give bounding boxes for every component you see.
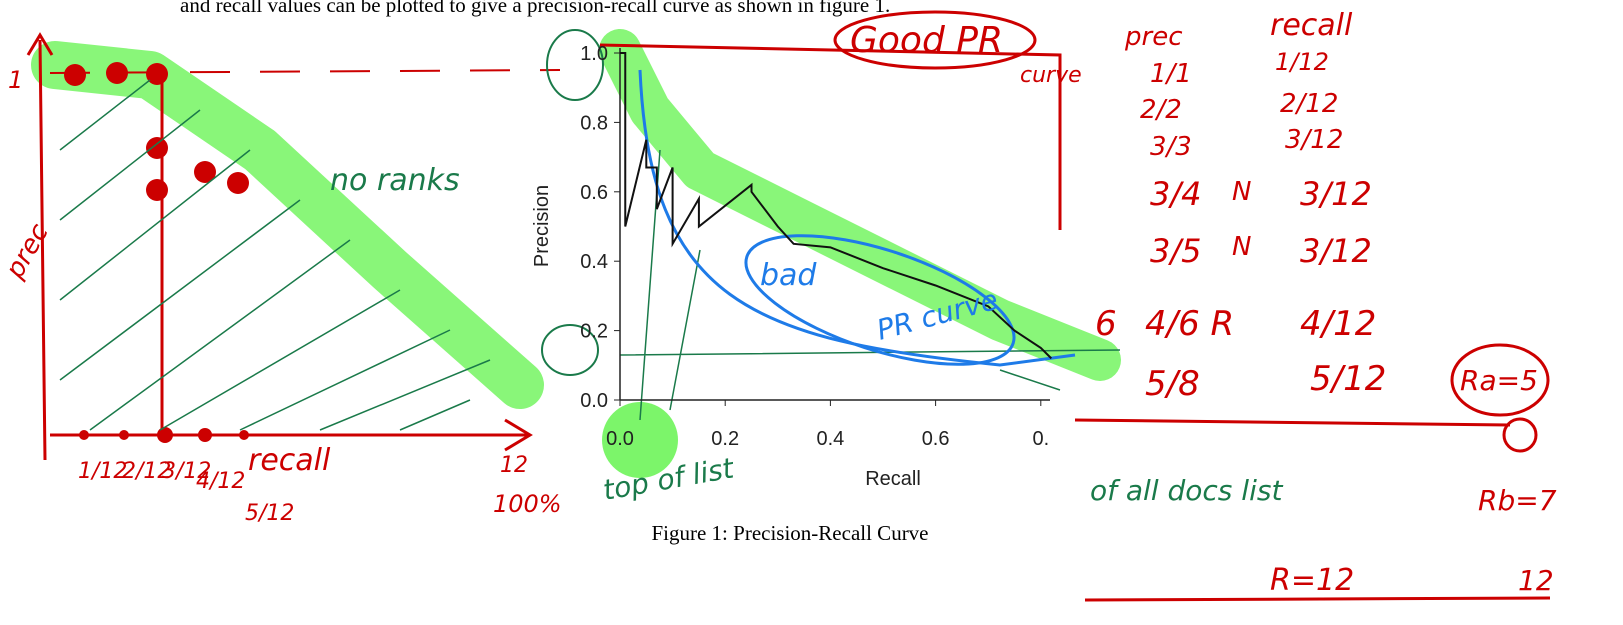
x-tick-label: 0. — [1032, 428, 1049, 450]
handwritten-note: 100% — [493, 490, 562, 518]
handwritten-note: 3/12 — [1300, 175, 1372, 213]
handwritten-note: N — [1232, 232, 1251, 262]
handwritten-note: N — [1232, 177, 1251, 207]
handwritten-note: of all docs list — [1090, 474, 1283, 507]
handwritten-note: 2/2 — [1140, 95, 1182, 125]
handwritten-note: Ra=5 — [1460, 364, 1538, 397]
handwritten-note: 4/6 R — [1145, 304, 1234, 344]
handwritten-note: prec — [0, 219, 55, 285]
handwritten-note: 5/12 — [245, 501, 294, 526]
handwritten-note: 5/8 — [1145, 364, 1200, 404]
y-tick-label: 1.0 — [580, 43, 608, 65]
handwritten-note: 3/12 — [162, 459, 211, 484]
handwritten-note: 4/12 — [1300, 304, 1376, 344]
handwritten-note: 5/12 — [1310, 359, 1386, 399]
handwritten-note: 2/12 — [1280, 89, 1338, 119]
handwritten-note: 2/12 — [122, 459, 171, 484]
x-tick-label: 0.4 — [816, 428, 844, 450]
left-sketch — [26, 32, 561, 461]
blue-curve — [638, 69, 1076, 367]
handwritten-note: 6 — [1095, 304, 1117, 344]
y-tick-label: 0.0 — [580, 390, 608, 412]
x-tick-label: 0.2 — [711, 428, 739, 450]
handwritten-note: 1/1 — [1150, 59, 1192, 89]
handwritten-note: 3/5 — [1150, 232, 1202, 270]
handwritten-note: 1 — [8, 66, 23, 94]
highlights — [31, 29, 1121, 478]
handwritten-note: 3/4 — [1150, 175, 1202, 213]
pr-curve — [620, 52, 1053, 360]
intro-text: and recall values can be plotted to give… — [180, 0, 890, 17]
y-tick-label: 0.4 — [580, 251, 608, 273]
handwritten-note: 3/3 — [1150, 132, 1192, 162]
hatching — [59, 79, 1121, 431]
y-tick-label: 0.2 — [580, 321, 608, 343]
x-axis-label: Recall — [865, 468, 921, 490]
handwritten-note: R=12 — [1270, 563, 1354, 598]
x-tick-label: 0.0 — [606, 428, 634, 450]
handwritten-note: 3/12 — [1300, 232, 1372, 270]
x-tick-label: 0.6 — [922, 428, 950, 450]
handwritten-note: recall — [248, 443, 331, 478]
handwritten-note: Rb=7 — [1478, 484, 1557, 517]
y-tick-label: 0.6 — [580, 182, 608, 204]
handwritten-note: Good PR — [850, 20, 1003, 61]
handwritten-note: recall — [1270, 8, 1353, 43]
y-tick-label: 0.8 — [580, 112, 608, 134]
handwritten-note: 1/12 — [1275, 48, 1329, 76]
handwritten-note: curve — [1020, 63, 1082, 88]
handwritten-note: prec — [1124, 22, 1182, 52]
plot-marks — [541, 10, 1551, 602]
handwritten-note: no ranks — [330, 163, 460, 198]
handwritten-note: bad — [760, 258, 817, 293]
figure-caption: Figure 1: Precision-Recall Curve — [651, 521, 928, 545]
handwritten-note: 1/12 — [78, 459, 127, 484]
handwritten-note: 4/12 — [196, 469, 245, 494]
handwritten-note: 3/12 — [1285, 125, 1343, 155]
handwritten-note: 12 — [1518, 564, 1554, 597]
y-axis-label: Precision — [531, 185, 553, 267]
handwritten-note: 12 — [500, 453, 528, 478]
